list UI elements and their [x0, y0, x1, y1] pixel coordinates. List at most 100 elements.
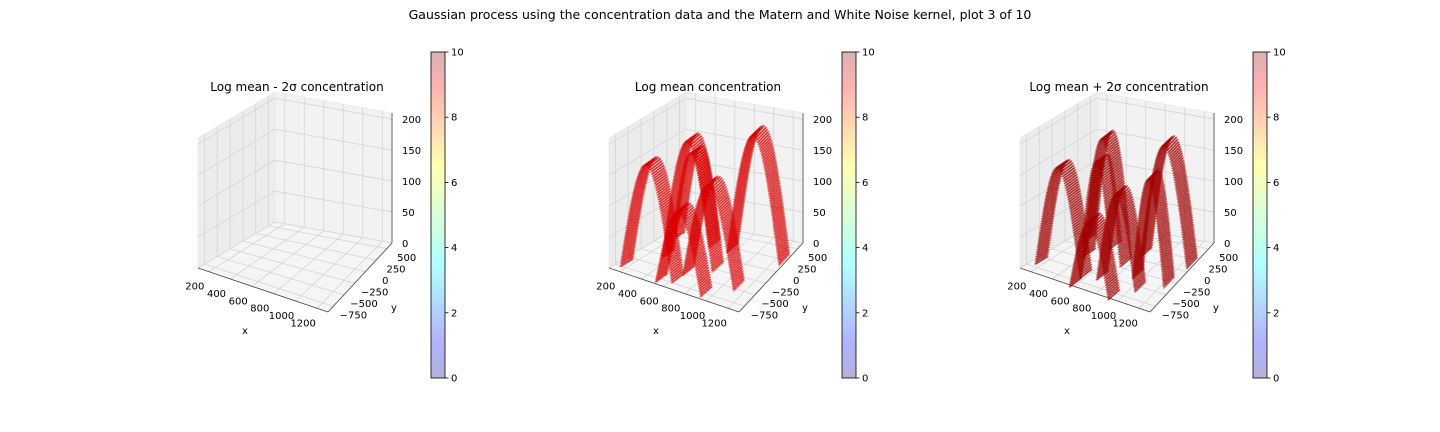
y-tick-label: −500: [1172, 299, 1199, 310]
x-tick-label: 400: [1029, 289, 1048, 300]
y-gridline: [1026, 263, 1156, 307]
x-gridline: [251, 230, 324, 287]
x-axis-label: x: [242, 326, 248, 337]
y-tick-label: −500: [761, 299, 788, 310]
colorbar: 0 2 4 6 8 10: [1252, 48, 1286, 385]
colorbar-tick-label: 2: [1273, 308, 1279, 319]
scatter-series-strip: [730, 129, 785, 261]
y-tick-label: −750: [1162, 310, 1189, 321]
y-tick-label: 500: [397, 253, 416, 264]
x-tick-label: 1200: [290, 318, 315, 329]
z-gridline: [1019, 97, 1215, 145]
x-axis-line: [608, 267, 740, 313]
scatter-series-strip: [1081, 160, 1113, 250]
colorbar-tick-label: 6: [862, 178, 868, 189]
y-axis-line: [327, 242, 393, 313]
scatter-series-strip: [1088, 155, 1119, 246]
x-gridline: [1117, 237, 1186, 302]
scatter-series-strip: [683, 144, 722, 241]
scatter-series-strip: [621, 162, 675, 283]
z-gridline: [608, 97, 804, 145]
y-axis-label: y: [802, 303, 808, 314]
point-cloud: [619, 124, 791, 298]
x-tick-label: 200: [185, 282, 204, 293]
scatter-series-strip: [620, 163, 675, 284]
colorbar-gradient: [842, 52, 856, 378]
z-tick-label: 100: [813, 177, 832, 188]
z-tick-label: 100: [1224, 177, 1243, 188]
scatter-series-strip: [1079, 212, 1121, 292]
x-gridline: [295, 237, 364, 302]
y-tick-label: −250: [361, 287, 388, 298]
subplot-2: Log mean concentration200400600800100012…: [596, 48, 874, 385]
scatter-series-strip: [727, 133, 782, 264]
scatter-series-strip: [1097, 192, 1138, 292]
colorbar-tick-label: 6: [451, 178, 457, 189]
scatter-series-strip: [1046, 158, 1093, 271]
x-tick-label: 400: [207, 289, 226, 300]
scatter-series-strip: [1086, 157, 1117, 247]
scatter-series-strip: [1078, 213, 1120, 293]
colorbar-tick-label: 10: [1273, 48, 1286, 59]
x-tick-label: 1000: [269, 311, 294, 322]
scatter-series-strip: [1091, 153, 1122, 243]
x-tick-label: 600: [640, 296, 659, 307]
scatter-series-strip: [1083, 159, 1114, 249]
x-tick-label: 800: [250, 304, 269, 315]
colorbar-tick-label: 4: [451, 243, 457, 254]
subplot-title: Log mean concentration: [635, 80, 781, 94]
y-gridline: [242, 240, 366, 273]
x-axis-line: [197, 267, 329, 313]
colorbar-tick-label: 2: [862, 308, 868, 319]
x-gridline: [316, 240, 383, 309]
y-tick-label: −750: [340, 310, 367, 321]
y-tick-label: 500: [1219, 253, 1238, 264]
scatter-series-strip: [1141, 168, 1176, 278]
scatter-series-strip: [1084, 158, 1115, 248]
z-tick-label: 200: [402, 115, 421, 126]
x-tick-label: 600: [1051, 296, 1070, 307]
scatter-series-strip: [619, 163, 674, 285]
x-axis-line: [1019, 267, 1151, 313]
colorbar-tick-label: 0: [1273, 374, 1279, 385]
z-tick-label: 50: [402, 208, 415, 219]
point-cloud: [1034, 129, 1199, 302]
back-pane: [274, 91, 393, 244]
colorbar-tick-label: 2: [451, 308, 457, 319]
y-tick-label: 0: [793, 276, 799, 287]
z-tick-label: 0: [1224, 239, 1230, 250]
z-gridline: [197, 97, 393, 145]
y-axis-label: y: [1213, 303, 1219, 314]
y-tick-label: 250: [386, 264, 405, 275]
colorbar-tick-label: 8: [1273, 113, 1279, 124]
colorbar: 0 2 4 6 8 10: [430, 48, 464, 385]
x-tick-label: 1000: [1091, 311, 1116, 322]
scatter-series-strip: [1068, 221, 1110, 302]
x-tick-label: 1000: [680, 311, 705, 322]
x-tick-label: 400: [618, 289, 637, 300]
z-tick-label: 100: [402, 177, 421, 188]
subplot-1: Log mean - 2σ concentration2004006008001…: [185, 48, 463, 385]
colorbar: 0 2 4 6 8 10: [841, 48, 875, 385]
scatter-series-strip: [1087, 156, 1118, 246]
y-gridline: [615, 263, 745, 307]
y-tick-label: −250: [772, 287, 799, 298]
z-tick-label: 50: [813, 208, 826, 219]
z-tick-label: 150: [402, 146, 421, 157]
colorbar-gradient: [431, 52, 445, 378]
scatter-series-strip: [726, 133, 782, 265]
colorbar-frame: [841, 51, 857, 379]
scatter-series-strip: [1090, 154, 1121, 244]
colorbar-frame: [430, 51, 446, 379]
x-tick-label: 1200: [1112, 318, 1137, 329]
colorbar-gradient: [1253, 52, 1267, 378]
scatter-series-strip: [1089, 155, 1120, 245]
y-axis-line: [738, 242, 804, 313]
y-tick-label: 250: [797, 264, 816, 275]
y-tick-label: 0: [1204, 276, 1210, 287]
z-tick-label: 0: [402, 239, 408, 250]
z-tick-label: 0: [813, 239, 819, 250]
y-tick-label: 250: [1208, 264, 1227, 275]
scatter-series-strip: [1082, 159, 1113, 249]
x-gridline: [208, 223, 285, 273]
